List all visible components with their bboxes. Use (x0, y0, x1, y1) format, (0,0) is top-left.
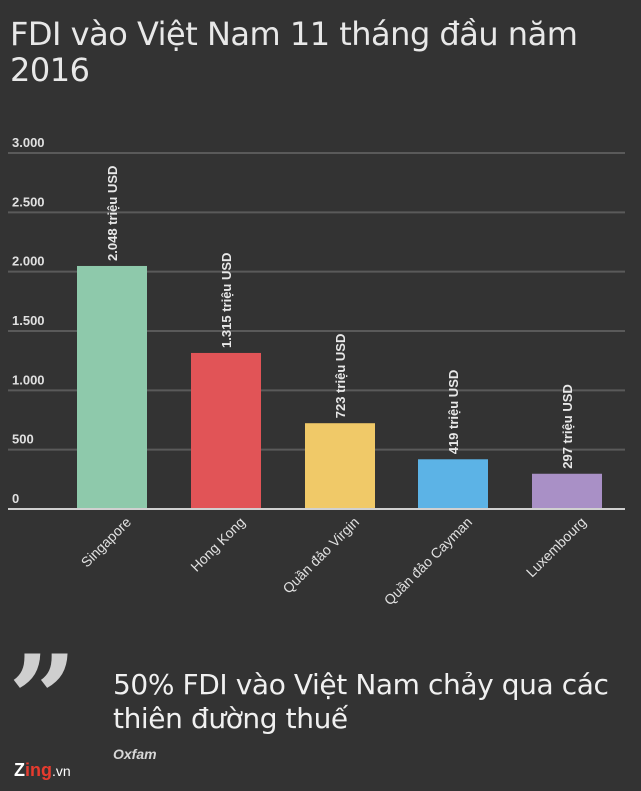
y-tick-label: 1.500 (12, 313, 45, 328)
brand-part-3: .vn (52, 763, 71, 779)
x-tick-label: Quần đảo Cayman (381, 514, 475, 608)
bar (532, 473, 602, 509)
quote-text: 50% FDI vào Việt Nam chảy qua các thiên … (113, 668, 609, 735)
bar (191, 352, 261, 509)
data-label: 297 triệu USD (560, 384, 575, 469)
chart-title: FDI vào Việt Nam 11 tháng đầu năm 2016 (10, 15, 578, 89)
x-tick-label: Quần đảo Virgin (279, 514, 362, 597)
y-tick-label: 1.000 (12, 372, 45, 387)
quote-source: Oxfam (113, 746, 157, 762)
y-tick-label: 0 (12, 491, 19, 506)
brand-part-1: Z (14, 760, 25, 780)
bar (77, 265, 147, 509)
x-tick-label: Singapore (78, 514, 135, 571)
y-tick-label: 500 (12, 432, 34, 447)
x-tick-label: Hong Kong (187, 514, 248, 575)
data-label: 419 triệu USD (446, 370, 461, 455)
y-tick-label: 2.500 (12, 194, 45, 209)
bar (418, 459, 488, 509)
y-tick-label: 2.000 (12, 254, 45, 269)
bar (305, 423, 375, 509)
x-tick-label: Luxembourg (523, 514, 589, 580)
data-label: 1.315 triệu USD (219, 253, 234, 348)
bar-chart: 0 500 1.000 1.500 2.000 2.500 3.000 2.048 triệu… (8, 135, 625, 608)
data-label: 723 triệu USD (333, 334, 348, 419)
y-tick-label: 3.000 (12, 135, 45, 150)
quote-mark-icon: ” (8, 629, 78, 770)
brand-part-2: ing (25, 760, 52, 780)
data-label: 2.048 triệu USD (105, 166, 120, 261)
